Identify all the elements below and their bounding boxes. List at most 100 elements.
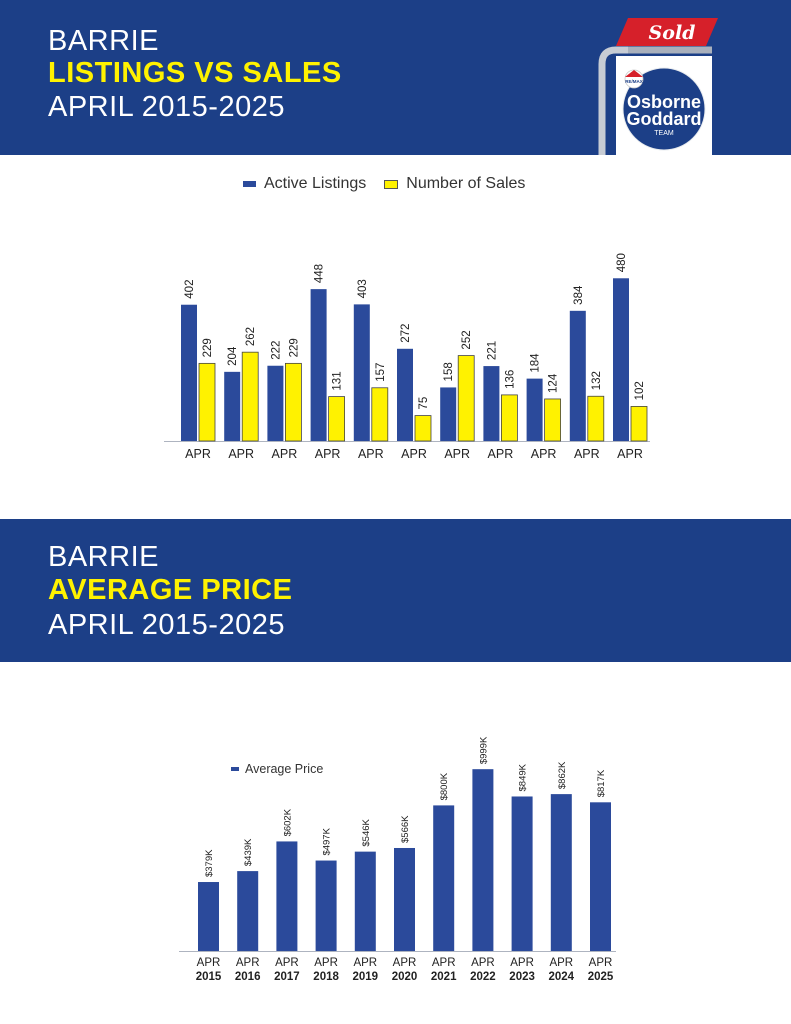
- x-tick-year-label: 2025: [588, 971, 614, 983]
- legend-item-number-of-sales: Number of Sales: [384, 175, 525, 193]
- x-tick-label: APR: [488, 447, 514, 461]
- listings-vs-sales-chart: 402 229 APR 204 262 APR 222 229 APR 448 131 APR 403 1…: [164, 253, 650, 461]
- data-label-active-listings: 158: [443, 362, 455, 381]
- data-label-active-listings: 448: [314, 264, 326, 283]
- sold-text: Sold: [649, 22, 696, 44]
- bar-active-listings: [267, 365, 284, 441]
- bar-average-price: [237, 871, 259, 951]
- bar-number-of-sales: [500, 394, 518, 442]
- header-band-average-price: BARRIE AVERAGE PRICE APRIL 2015-2025: [0, 519, 791, 662]
- header-date-range: APRIL 2015-2025: [48, 91, 285, 123]
- bar-active-listings: [397, 348, 413, 441]
- x-tick-label: APR: [314, 957, 338, 969]
- data-label-active-listings: 222: [270, 341, 282, 360]
- data-label-active-listings: 184: [530, 353, 542, 373]
- bar-number-of-sales: [587, 395, 605, 442]
- bar-number-of-sales: [198, 362, 216, 442]
- x-tick-label: APR: [272, 447, 298, 461]
- x-tick-label: APR: [236, 957, 260, 969]
- bar-number-of-sales: [284, 362, 302, 442]
- data-label-number-of-sales: 102: [634, 381, 646, 400]
- team-name-line1: Osborne: [627, 92, 701, 112]
- bar-active-listings: [526, 378, 543, 441]
- legend-swatch-avg: [231, 767, 239, 771]
- x-tick-label: APR: [197, 957, 221, 969]
- data-label-number-of-sales: 252: [461, 330, 473, 349]
- data-label-active-listings: 403: [357, 279, 369, 298]
- bar-average-price: [276, 841, 298, 951]
- header2-date-range: APRIL 2015-2025: [48, 609, 285, 641]
- legend-label-average-price: Average Price: [245, 762, 324, 776]
- legend-swatch-yellow: [384, 179, 399, 189]
- bar-average-price: [315, 860, 337, 951]
- x-tick-year-label: 2021: [431, 971, 457, 983]
- bar-number-of-sales: [544, 398, 561, 442]
- x-tick-year-label: 2017: [274, 971, 300, 983]
- x-tick-year-label: 2018: [313, 971, 339, 983]
- x-tick-label: APR: [531, 447, 557, 461]
- x-tick-year-label: 2019: [353, 971, 379, 983]
- bar-number-of-sales: [457, 355, 475, 442]
- team-logo: Sold RE/MAX Osborne Goddard TEAM: [594, 16, 729, 155]
- data-label-average-price: $497K: [322, 827, 333, 855]
- data-label-number-of-sales: 229: [202, 338, 214, 357]
- bar-active-listings: [440, 387, 457, 441]
- legend-item-active-listings: Active Listings: [243, 175, 366, 193]
- x-tick-label: APR: [617, 447, 643, 461]
- x-tick-label: APR: [432, 957, 456, 969]
- data-label-average-price: $862K: [557, 761, 568, 789]
- bar-average-price: [472, 769, 494, 951]
- header2-chart-title: AVERAGE PRICE: [48, 574, 293, 606]
- x-tick-year-label: 2016: [235, 971, 261, 983]
- data-label-average-price: $546K: [361, 818, 372, 846]
- legend-average-price: Average Price: [231, 762, 323, 776]
- header-city: BARRIE: [48, 25, 159, 57]
- bar-number-of-sales: [241, 351, 259, 442]
- data-label-average-price: $566K: [400, 815, 411, 843]
- sold-sign-graphic: Sold RE/MAX Osborne Goddard TEAM: [598, 18, 718, 155]
- x-tick-label: APR: [589, 957, 613, 969]
- x-tick-label: APR: [444, 447, 470, 461]
- x-tick-label: APR: [185, 447, 211, 461]
- team-name-line3: TEAM: [654, 130, 674, 137]
- data-label-average-price: $379K: [204, 849, 215, 877]
- team-name-line2: Goddard: [627, 109, 702, 129]
- bar-average-price: [198, 882, 219, 951]
- data-label-average-price: $817K: [596, 769, 607, 797]
- data-label-number-of-sales: 132: [591, 371, 603, 390]
- x-tick-label: APR: [315, 447, 341, 461]
- x-tick-year-label: 2022: [470, 971, 496, 983]
- legend-listings: Active Listings Number of Sales: [243, 175, 525, 193]
- bar-active-listings: [569, 310, 586, 441]
- data-label-number-of-sales: 229: [288, 338, 300, 357]
- bar-average-price: [590, 802, 611, 951]
- bar-active-listings: [310, 289, 327, 441]
- data-label-number-of-sales: 262: [245, 327, 257, 346]
- x-tick-year-label: 2024: [549, 971, 575, 983]
- brand-small-text: RE/MAX: [625, 79, 643, 84]
- data-label-active-listings: 402: [184, 280, 196, 299]
- bar-number-of-sales: [328, 396, 346, 442]
- header2-city: BARRIE: [48, 541, 159, 573]
- data-label-active-listings: 384: [573, 285, 585, 305]
- data-label-number-of-sales: 136: [504, 370, 516, 389]
- average-price-chart: $379K APR 2015 $439K APR 2016 $602K APR 2017 $497…: [179, 736, 616, 983]
- x-tick-label: APR: [275, 957, 299, 969]
- data-label-active-listings: 480: [616, 253, 628, 272]
- bar-active-listings: [181, 304, 197, 441]
- sold-banner: [616, 18, 718, 46]
- x-tick-label: APR: [353, 957, 377, 969]
- bar-number-of-sales: [414, 415, 432, 442]
- legend-label-active-listings: Active Listings: [264, 175, 367, 192]
- bar-active-listings: [224, 371, 241, 441]
- data-label-average-price: $602K: [282, 808, 293, 836]
- data-label-number-of-sales: 124: [548, 373, 560, 393]
- bar-average-price: [550, 794, 572, 951]
- x-tick-label: APR: [401, 447, 427, 461]
- x-tick-year-label: 2023: [509, 971, 535, 983]
- bar-average-price: [394, 847, 415, 951]
- x-tick-label: APR: [549, 957, 573, 969]
- data-label-active-listings: 204: [227, 346, 239, 366]
- bar-active-listings: [483, 366, 500, 441]
- data-label-number-of-sales: 75: [418, 397, 430, 410]
